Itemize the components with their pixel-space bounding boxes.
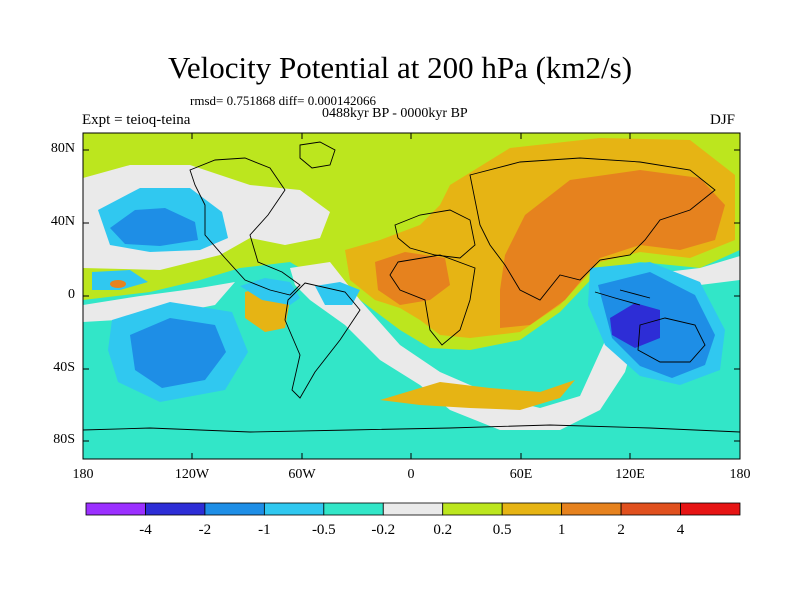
lon-label-180e: 180: [729, 467, 751, 482]
lat-label-80n: 80N: [50, 141, 75, 156]
lon-label-60e: 60E: [509, 467, 533, 482]
colorbar-swatch: [680, 502, 741, 516]
colorbar-swatch: [323, 502, 384, 516]
lat-label-eq: 0: [68, 287, 75, 302]
lon-label-180w: 180: [72, 467, 94, 482]
experiment-label: Expt = teioq-teina: [82, 112, 191, 128]
lat-label-40n: 40N: [50, 214, 75, 229]
colorbar-swatch: [145, 502, 206, 516]
colorbar-swatch: [561, 502, 622, 516]
colorbar-label: 0.5: [492, 522, 512, 538]
colorbar-label: 4: [676, 522, 685, 538]
colorbar-swatch: [620, 502, 681, 516]
lon-label-60w: 60W: [288, 467, 316, 482]
map-title: Velocity Potential at 200 hPa (km2/s): [167, 50, 633, 85]
coastlines: [83, 141, 740, 433]
lon-label-0: 0: [407, 467, 415, 482]
season-label: DJF: [710, 112, 736, 128]
colorbar-swatch: [263, 502, 325, 516]
colorbar-swatch: [85, 502, 146, 516]
colorbar-label: 1: [557, 522, 566, 538]
colorbar-label: -2: [198, 522, 212, 538]
colorbar-label: 0.2: [433, 522, 453, 538]
colorbar-label: 2: [617, 522, 625, 538]
colorbar-swatch: [442, 502, 503, 516]
contour-field: [83, 133, 740, 459]
stats-text: rmsd= 0.751868 diff= 0.000142066: [190, 93, 376, 108]
lat-ticks: [83, 149, 740, 442]
colorbar-swatch: [382, 502, 444, 516]
lon-label-120e: 120E: [615, 467, 645, 482]
lon-ticks: [82, 133, 741, 459]
lat-label-40s: 40S: [53, 360, 75, 375]
colorbar-swatch: [501, 502, 563, 516]
colorbar-swatch: [204, 502, 265, 516]
lat-label-80s: 80S: [53, 432, 75, 447]
colorbar-label: -4: [139, 522, 152, 538]
lon-label-120w: 120W: [174, 467, 210, 482]
colorbar: [85, 502, 741, 516]
colorbar-label: -0.5: [311, 522, 336, 538]
colorbar-label: -1: [258, 522, 271, 538]
colorbar-label: -0.2: [371, 522, 396, 538]
period-text: 0488kyr BP - 0000kyr BP: [322, 106, 468, 121]
